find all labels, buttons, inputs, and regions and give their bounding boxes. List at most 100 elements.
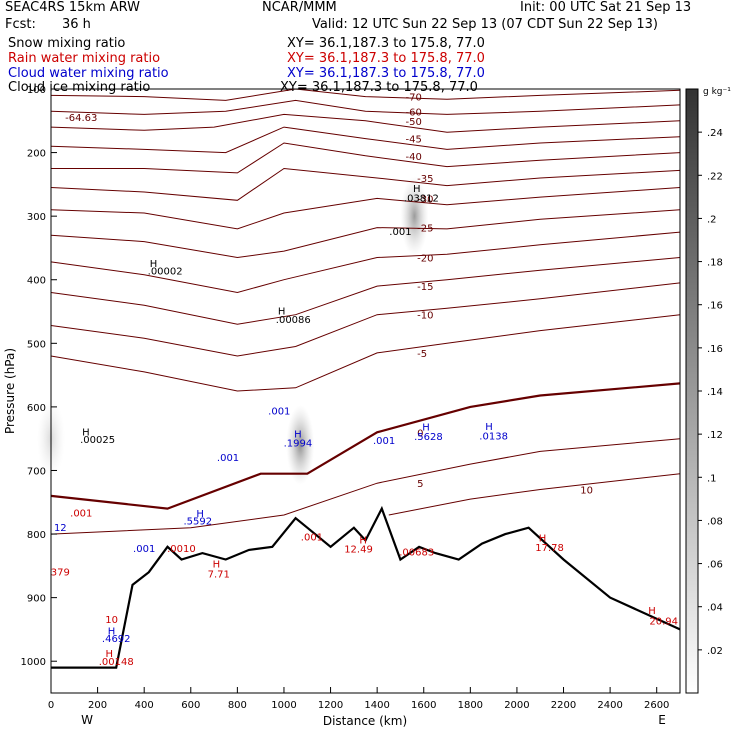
colorbar-unit: g kg⁻¹	[703, 87, 731, 97]
temperature-contour-8	[50, 231, 681, 294]
temperature-contour-7	[50, 209, 681, 259]
colorbar-tick-label-12: .24	[707, 128, 723, 139]
field-label-14: H	[422, 422, 430, 433]
x-tick-label-13: 2600	[644, 700, 669, 711]
field-label-39: H	[105, 649, 113, 660]
forecast-label: Fcst:	[5, 17, 36, 32]
y-axis-label: Pressure (hPa)	[3, 348, 17, 434]
temperature-contour-12	[50, 382, 681, 510]
temperature-contour-label-7: -25	[417, 224, 433, 235]
field-label-4: .00086	[276, 315, 311, 326]
x-tick-label-3: 600	[181, 700, 200, 711]
temperature-contour-3	[50, 126, 681, 154]
field-label-20: .5592	[183, 517, 212, 528]
colorbar-tick-label-2: .06	[707, 560, 723, 571]
x-tick-label-10: 2000	[504, 700, 529, 711]
x-tick-label-5: 1000	[271, 700, 296, 711]
cloud-ice-shade-0	[400, 176, 429, 257]
colorbar-tick-label-4: .1	[707, 473, 717, 484]
x-axis-label: Distance (km)	[323, 714, 407, 728]
temperature-contour-label-4: -40	[406, 152, 422, 163]
field-label-22: .001	[70, 508, 92, 519]
temperature-contour-13	[50, 438, 681, 535]
x-tick-label-2: 400	[135, 700, 154, 711]
field-label-27: 7.71	[208, 569, 230, 580]
field-label-10: .001	[217, 453, 239, 464]
temperature-contour-label-10: -10	[417, 311, 433, 322]
temperature-contour-label-5: -35	[417, 174, 433, 185]
temperature-contour-label-6: -30	[417, 194, 433, 205]
colorbar-tick-label-1: .04	[707, 603, 723, 614]
field-label-1: H	[150, 259, 158, 270]
temperature-contour-label-1: -60	[406, 107, 422, 118]
field-label-cloud-water: Cloud water mixing ratio	[8, 66, 169, 81]
field-label-19: H	[196, 509, 204, 520]
field-label-26: H	[213, 560, 221, 571]
temperature-contour-2	[50, 113, 681, 133]
colorbar-tick-label-5: .12	[707, 430, 723, 441]
field-label-25: 12	[54, 523, 67, 534]
field-label-29: 12.49	[344, 544, 373, 555]
field-label-24: .001	[301, 532, 323, 543]
valid-time: Valid: 12 UTC Sun 22 Sep 13 (07 CDT Sun …	[312, 17, 658, 32]
field-label-30: .00683	[399, 548, 434, 559]
y-tick-label-5: 600	[27, 403, 46, 414]
colorbar-tick-label-10: .2	[707, 214, 717, 225]
terrain-line	[51, 505, 681, 669]
field-label-3: H	[278, 307, 286, 318]
temperature-contour-5	[50, 167, 681, 201]
x-tick-label-6: 1200	[318, 700, 343, 711]
temperature-contour-10	[50, 282, 681, 357]
field-label-31: H	[539, 534, 547, 545]
x-tick-label-9: 1800	[458, 700, 483, 711]
field-label-38: .4692	[102, 634, 131, 645]
y-tick-label-9: 1000	[21, 657, 46, 668]
field-label-34: 20.94	[649, 616, 678, 627]
y-tick-label-6: 700	[27, 466, 46, 477]
east-label: E	[658, 713, 666, 727]
colorbar-ramp	[685, 88, 699, 694]
temperature-contour-11	[50, 314, 681, 392]
temperature-contour-label-11: -5	[417, 349, 427, 360]
y-tick-label-7: 800	[27, 530, 46, 541]
temperature-contour-label-9: -15	[417, 282, 433, 293]
x-tick-label-7: 1400	[364, 700, 389, 711]
x-tick-label-0: 0	[48, 700, 54, 711]
field-label-2: .00002	[148, 267, 183, 278]
y-tick-label-1: 200	[27, 149, 46, 160]
temperature-contour-label-0: -70	[406, 93, 422, 104]
temperature-contour-label-2: -50	[406, 117, 422, 128]
org-name: NCAR/MMM	[262, 0, 337, 15]
field-label-17: .0138	[479, 431, 508, 442]
colorbar-tick-label-9: .18	[707, 258, 723, 269]
temperature-contour-label-13: 5	[417, 479, 423, 490]
field-label-40: .00148	[99, 657, 134, 668]
colorbar-tick-label-8: .16	[707, 301, 723, 312]
temperature-contour-6	[50, 187, 681, 230]
field-xy-cloud-water: XY= 36.1,187.3 to 175.8, 77.0	[287, 66, 485, 81]
field-label-0: -64.63	[65, 113, 97, 124]
field-label-12: H	[294, 429, 302, 440]
colorbar-tick-label-11: .22	[707, 171, 723, 182]
forecast-hours: 36 h	[62, 17, 91, 32]
field-xy-cloud-ice: XY= 36.1,187.3 to 175.8, 77.0	[280, 80, 478, 95]
field-label-5: H	[413, 184, 421, 195]
temperature-contour-9	[50, 257, 681, 325]
field-label-11: .001	[268, 407, 290, 418]
y-tick-label-0: 100	[27, 85, 46, 96]
temperature-contour-1	[50, 99, 681, 115]
field-label-cloud-ice: Cloud ice mixing ratio	[8, 80, 151, 95]
field-label-snow: Snow mixing ratio	[8, 36, 126, 51]
field-xy-rain: XY= 36.1,187.3 to 175.8, 77.0	[287, 51, 485, 66]
x-tick-label-4: 800	[228, 700, 247, 711]
colorbar-tick-label-0: .02	[707, 646, 723, 657]
y-tick-label-4: 500	[27, 339, 46, 350]
west-label: W	[81, 713, 93, 727]
plot-frame	[50, 88, 681, 694]
x-tick-label-11: 2200	[551, 700, 576, 711]
temperature-contour-label-3: -45	[406, 135, 422, 146]
temperature-contour-label-14: 10	[580, 486, 593, 497]
temperature-contour-4	[51, 142, 681, 174]
temperature-contour-label-12: 0	[417, 428, 423, 439]
